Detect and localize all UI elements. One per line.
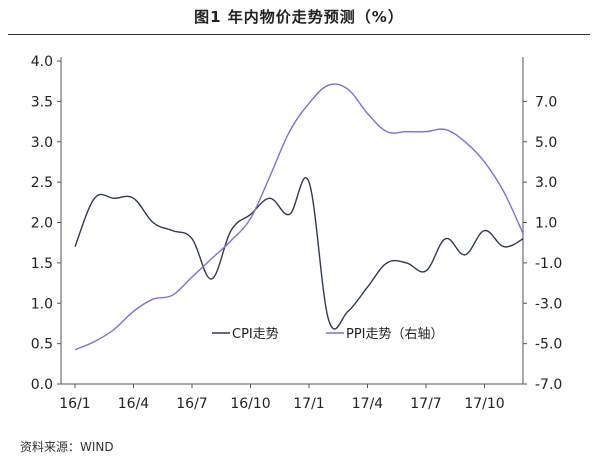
left-tick-label: 1.5 (31, 256, 53, 272)
x-tick-label: 16/1 (59, 396, 90, 412)
left-tick-label: 0.0 (31, 377, 53, 393)
source-note: 资料来源：WIND (20, 440, 114, 454)
ppi-series-line (74, 83, 525, 351)
cpi-series-line (74, 177, 524, 330)
right-tick-label: 7.0 (535, 94, 557, 110)
x-tick-label: 17/10 (464, 396, 504, 412)
right-tick-label: 5.0 (535, 135, 557, 151)
right-axis-ticks: -7.0 -5.0 -3.0 -1.0 1.0 3.0 5.0 7.0 (523, 94, 562, 393)
x-tick-label: 17/7 (410, 396, 441, 412)
right-tick-label: -3.0 (535, 296, 562, 312)
x-tick-label: 17/1 (293, 396, 324, 412)
right-tick-label: -5.0 (535, 337, 562, 353)
left-tick-label: 4.0 (31, 54, 53, 70)
left-tick-label: 3.5 (31, 94, 53, 110)
title-underline (8, 34, 590, 35)
right-tick-label: -7.0 (535, 377, 562, 393)
legend-item-ppi-label: PPI走势（右轴） (346, 326, 444, 342)
left-tick-label: 2.5 (31, 175, 53, 191)
left-tick-label: 2.0 (31, 216, 53, 232)
series-lines (74, 83, 525, 351)
left-axis-ticks: 0.0 0.5 1.0 1.5 2.0 2.5 3.0 3.5 4.0 (31, 54, 61, 393)
x-tick-label: 16/10 (230, 396, 270, 412)
x-tick-label: 17/4 (352, 396, 384, 412)
right-tick-label: -1.0 (535, 256, 562, 272)
axes (60, 57, 524, 385)
left-tick-label: 1.0 (31, 296, 53, 312)
chart-legend: CPI走势 PPI走势（右轴） (212, 326, 444, 342)
right-tick-label: 3.0 (535, 175, 557, 191)
legend-item-cpi-label: CPI走势 (232, 326, 279, 342)
right-tick-label: 1.0 (535, 216, 557, 232)
chart-title: 图1 年内物价走势预测（%） (194, 8, 404, 26)
x-axis-ticks: 16/1 16/4 16/7 16/10 17/1 17/4 17/7 17/10 (59, 384, 505, 412)
left-tick-label: 0.5 (31, 337, 53, 353)
left-tick-label: 3.0 (31, 135, 53, 151)
x-tick-label: 16/4 (118, 396, 150, 412)
x-tick-label: 16/7 (176, 396, 207, 412)
